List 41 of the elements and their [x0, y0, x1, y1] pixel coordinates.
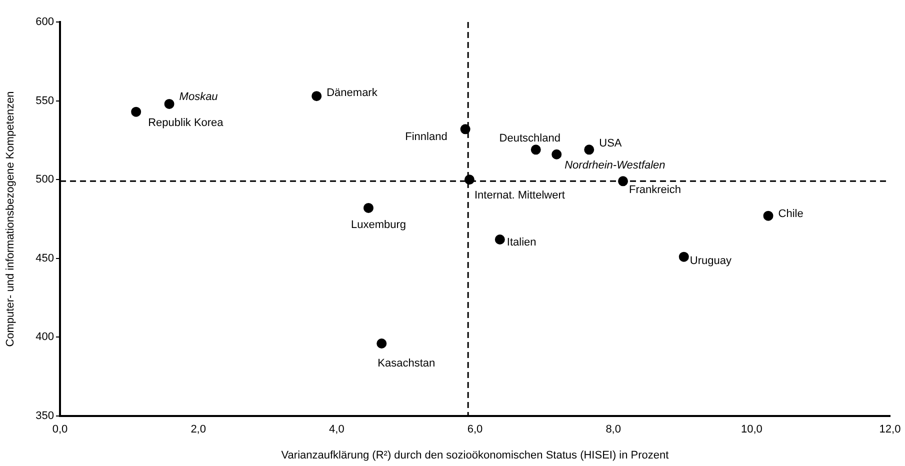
x-axis-title: Varianzaufklärung (R²) durch den sozioökonomischen Status (HISEI) in Prozent — [281, 449, 669, 462]
y-tick-label: 600 — [36, 16, 54, 28]
point — [494, 234, 505, 244]
x-tick-label: 12,0 — [879, 424, 901, 436]
point — [164, 98, 174, 109]
point — [678, 252, 689, 262]
y-tick-label: 500 — [36, 174, 54, 186]
point — [584, 144, 594, 155]
annotation: Frankreich — [629, 184, 681, 196]
annotation: Deutschland — [499, 132, 560, 145]
x-tick-label: 0,0 — [52, 424, 68, 436]
annotation: Moskau — [179, 91, 218, 104]
annotation: Italien — [506, 236, 536, 249]
y-tick-label: 400 — [36, 331, 54, 344]
point — [312, 91, 322, 102]
annotation: Nordrhein-Westfalen — [564, 159, 666, 172]
annotation: Dänemark — [326, 87, 378, 100]
annotation: Luxemburg — [350, 219, 406, 231]
point — [460, 124, 470, 134]
annotation: Finnland — [405, 131, 448, 144]
point — [763, 210, 774, 221]
y-tick-label: 350 — [36, 410, 54, 422]
annotation: Kasachstan — [378, 358, 436, 370]
annotation: Chile — [778, 208, 804, 220]
y-tick-label: 550 — [36, 94, 54, 107]
annotation: Uruguay — [690, 254, 732, 267]
x-tick-label: 2,0 — [190, 424, 206, 436]
x-tick-label: 4,0 — [329, 424, 344, 436]
point — [131, 106, 142, 117]
annotation: Internat. Mittelwert — [474, 190, 565, 202]
y-tick-label: 450 — [36, 252, 54, 264]
point — [530, 144, 541, 155]
point — [376, 338, 387, 349]
annotation: USA — [599, 138, 622, 150]
y-axis-title: Computer- und informationsbezogene Kompetenzen — [4, 91, 17, 347]
x-tick-label: 8,0 — [606, 424, 621, 436]
x-tick-label: 6,0 — [467, 424, 483, 436]
point — [552, 149, 562, 160]
point — [363, 202, 374, 213]
annotation: Republik Korea — [148, 116, 224, 129]
x-tick-label: 10,0 — [740, 424, 762, 436]
